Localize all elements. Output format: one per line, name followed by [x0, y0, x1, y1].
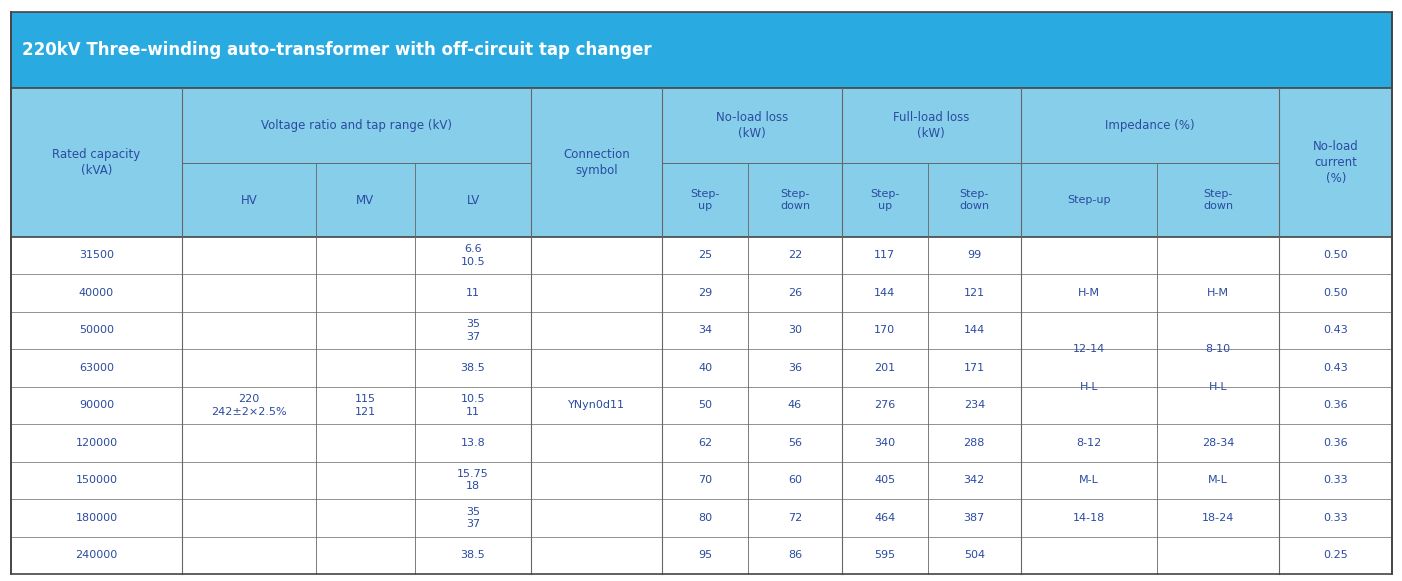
Text: 38.5: 38.5 [461, 363, 485, 373]
Text: 288: 288 [963, 438, 986, 448]
Text: 36: 36 [788, 363, 802, 373]
Text: 13.8: 13.8 [461, 438, 485, 448]
Text: Step-up: Step-up [1067, 195, 1110, 205]
Text: 6.6
10.5: 6.6 10.5 [461, 244, 485, 267]
Text: H-L: H-L [1080, 382, 1098, 392]
Text: 180000: 180000 [76, 513, 118, 523]
Text: 240000: 240000 [76, 550, 118, 560]
Text: 0.50: 0.50 [1323, 288, 1347, 298]
Text: 14-18: 14-18 [1073, 513, 1105, 523]
Text: 80: 80 [698, 513, 712, 523]
Text: 50: 50 [698, 400, 712, 410]
Text: Connection
symbol: Connection symbol [564, 148, 629, 177]
Text: 464: 464 [873, 513, 896, 523]
Bar [11, 236, 1392, 574]
Text: M-L: M-L [1080, 475, 1099, 485]
Text: 62: 62 [698, 438, 712, 448]
Text: 171: 171 [963, 363, 984, 373]
Text: No-load
current
(%): No-load current (%) [1312, 139, 1359, 185]
Text: 95: 95 [698, 550, 712, 560]
Text: H-M: H-M [1207, 288, 1230, 298]
Text: 70: 70 [698, 475, 712, 485]
Text: 0.43: 0.43 [1323, 325, 1349, 335]
Text: 63000: 63000 [79, 363, 114, 373]
Text: 504: 504 [963, 550, 984, 560]
Text: H-M: H-M [1078, 288, 1101, 298]
Text: 0.50: 0.50 [1323, 250, 1347, 260]
Text: MV: MV [356, 193, 374, 206]
Text: 0.43: 0.43 [1323, 363, 1349, 373]
Text: 34: 34 [698, 325, 712, 335]
Text: 0.25: 0.25 [1323, 550, 1349, 560]
Text: Full-load loss
(kW): Full-load loss (kW) [893, 111, 969, 140]
Text: 220kV Three-winding auto-transformer with off-circuit tap changer: 220kV Three-winding auto-transformer wit… [22, 41, 652, 59]
Bar [11, 12, 1392, 88]
Text: Rated capacity
(kVA): Rated capacity (kVA) [52, 148, 140, 177]
Text: Step-
down: Step- down [780, 189, 810, 211]
Text: 72: 72 [788, 513, 802, 523]
Text: HV: HV [241, 193, 257, 206]
Text: 40: 40 [698, 363, 712, 373]
Text: No-load loss
(kW): No-load loss (kW) [716, 111, 788, 140]
Text: 276: 276 [873, 400, 896, 410]
Text: 0.36: 0.36 [1323, 400, 1347, 410]
Text: 121: 121 [963, 288, 984, 298]
Text: 8-10: 8-10 [1206, 344, 1231, 354]
Text: H-L: H-L [1209, 382, 1228, 392]
Text: 220
242±2×2.5%: 220 242±2×2.5% [212, 394, 286, 417]
Text: 170: 170 [873, 325, 896, 335]
Text: 120000: 120000 [76, 438, 118, 448]
Text: 387: 387 [963, 513, 986, 523]
Text: 26: 26 [788, 288, 802, 298]
Text: Step-
up: Step- up [871, 189, 899, 211]
Text: 99: 99 [967, 250, 981, 260]
Text: 0.33: 0.33 [1323, 475, 1347, 485]
Text: 117: 117 [873, 250, 896, 260]
Text: LV: LV [467, 193, 479, 206]
Text: 10.5
11: 10.5 11 [461, 394, 485, 417]
Text: Impedance (%): Impedance (%) [1105, 119, 1195, 132]
Text: 150000: 150000 [76, 475, 118, 485]
Text: 35
37: 35 37 [465, 319, 479, 342]
Text: 56: 56 [788, 438, 802, 448]
Text: Step-
up: Step- up [691, 189, 721, 211]
Text: 115
121: 115 121 [355, 394, 376, 417]
Text: 35
37: 35 37 [465, 507, 479, 529]
Bar [11, 88, 1392, 236]
Text: 15.75
18: 15.75 18 [457, 469, 489, 492]
Text: 28-34: 28-34 [1202, 438, 1234, 448]
Text: 340: 340 [873, 438, 896, 448]
Text: 40000: 40000 [79, 288, 114, 298]
Text: 144: 144 [963, 325, 986, 335]
Text: 144: 144 [873, 288, 896, 298]
Text: 405: 405 [873, 475, 896, 485]
Text: 31500: 31500 [79, 250, 114, 260]
Text: 12-14: 12-14 [1073, 344, 1105, 354]
Text: 25: 25 [698, 250, 712, 260]
Text: 30: 30 [788, 325, 802, 335]
Text: 0.36: 0.36 [1323, 438, 1347, 448]
Text: 595: 595 [873, 550, 896, 560]
Text: YNyn0d11: YNyn0d11 [568, 400, 625, 410]
Text: 90000: 90000 [79, 400, 114, 410]
Text: 46: 46 [788, 400, 802, 410]
Text: 86: 86 [788, 550, 802, 560]
Text: 18-24: 18-24 [1202, 513, 1234, 523]
Text: M-L: M-L [1209, 475, 1228, 485]
Text: Step-
down: Step- down [959, 189, 990, 211]
Text: Step-
down: Step- down [1203, 189, 1234, 211]
Text: 38.5: 38.5 [461, 550, 485, 560]
Text: 60: 60 [788, 475, 802, 485]
Text: 11: 11 [465, 288, 479, 298]
Text: 8-12: 8-12 [1077, 438, 1102, 448]
Text: 342: 342 [963, 475, 986, 485]
Text: Voltage ratio and tap range (kV): Voltage ratio and tap range (kV) [261, 119, 451, 132]
Text: 201: 201 [873, 363, 896, 373]
Text: 50000: 50000 [79, 325, 114, 335]
Text: 0.33: 0.33 [1323, 513, 1347, 523]
Text: 29: 29 [698, 288, 712, 298]
Text: 22: 22 [788, 250, 802, 260]
Text: 234: 234 [963, 400, 986, 410]
